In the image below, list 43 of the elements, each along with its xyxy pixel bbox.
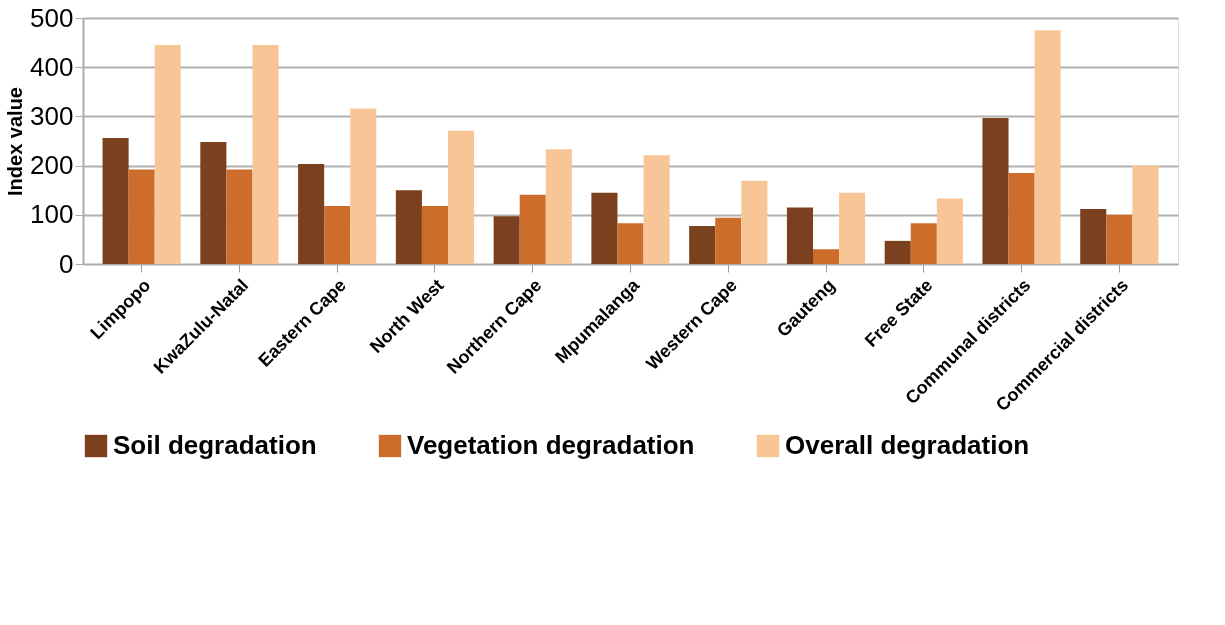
bar [350, 108, 377, 264]
bar [741, 180, 768, 264]
bar [324, 205, 351, 264]
y-tick-label: 500 [30, 2, 74, 33]
bar [643, 155, 670, 264]
bar [128, 169, 155, 264]
bar [936, 198, 963, 264]
bar [298, 164, 325, 264]
bar [884, 240, 911, 264]
bar [226, 169, 253, 264]
bar [1008, 172, 1035, 264]
bar [1106, 214, 1133, 264]
legend-label: Overall degradation [785, 430, 1030, 460]
bar [1080, 208, 1107, 264]
bar [421, 205, 448, 264]
bar [493, 216, 520, 264]
bar [715, 217, 742, 264]
bar [689, 226, 716, 264]
y-tick-label: 100 [30, 199, 74, 230]
bar [786, 207, 813, 264]
bar [519, 194, 546, 264]
bar [910, 223, 937, 264]
bar [102, 138, 129, 264]
y-tick-label: 0 [59, 248, 74, 279]
bar [982, 117, 1009, 264]
bar [839, 192, 866, 264]
y-axis-title: Index value [4, 87, 27, 196]
y-tick-label: 200 [30, 150, 74, 181]
bar [1034, 30, 1061, 264]
bar [1132, 165, 1159, 264]
bar [545, 149, 572, 264]
bar [813, 249, 840, 264]
legend-label: Vegetation degradation [407, 430, 695, 460]
bar [200, 141, 227, 264]
bar [448, 130, 475, 264]
bar [252, 45, 279, 264]
legend-label: Soil degradation [113, 430, 317, 460]
bar [617, 223, 644, 264]
y-tick-label: 400 [30, 51, 74, 82]
bar [154, 45, 181, 264]
bar [591, 192, 618, 264]
bar [395, 190, 422, 264]
y-tick-label: 300 [30, 100, 74, 131]
